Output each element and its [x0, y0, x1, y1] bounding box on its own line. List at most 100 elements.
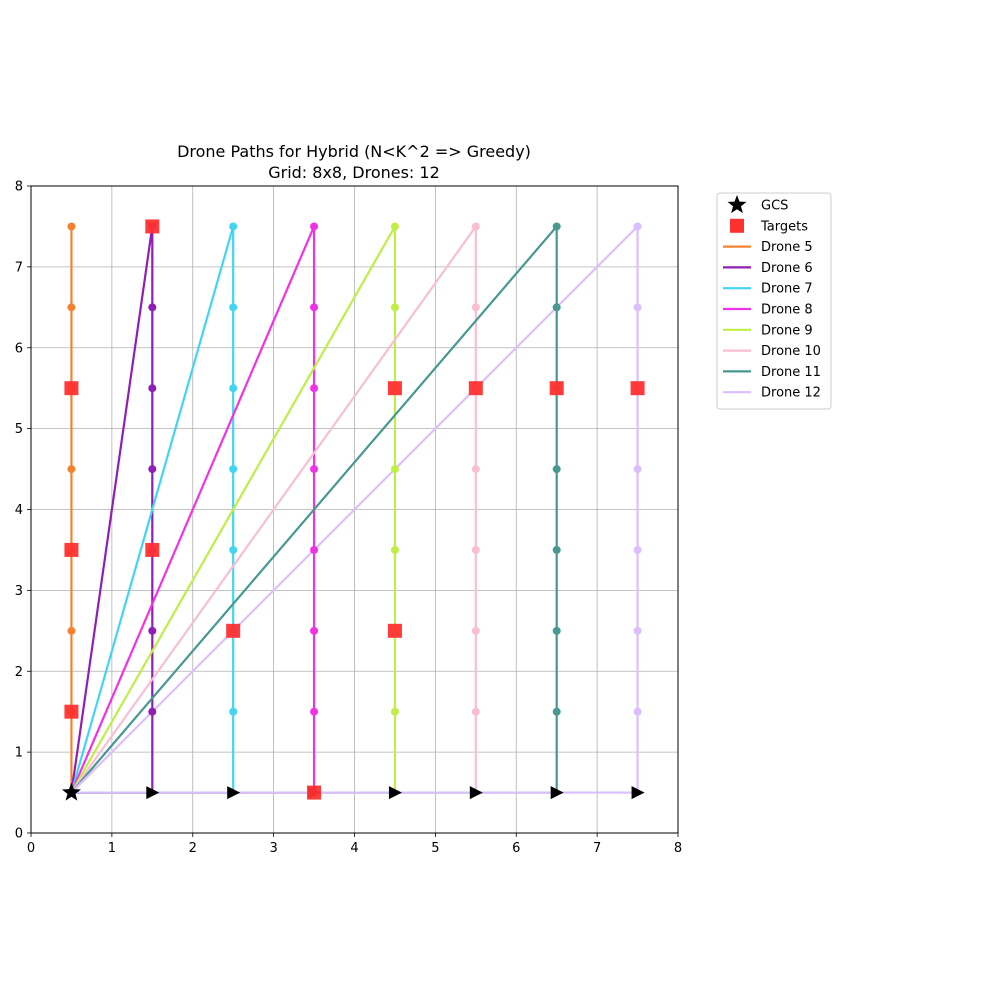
x-tick-label: 1: [108, 841, 116, 856]
legend-target-square: [730, 218, 744, 233]
path-markers: [67, 222, 645, 800]
waypoint-point: [471, 465, 480, 474]
waypoint-point: [67, 626, 76, 635]
waypoint-point: [390, 707, 399, 716]
drone-path-10: [70, 225, 477, 794]
x-tick-label: 7: [593, 841, 601, 856]
gcs-marker: [61, 782, 81, 801]
legend-label-drone-12: Drone 12: [761, 386, 821, 401]
waypoint-point: [229, 465, 238, 474]
waypoint-point: [552, 707, 561, 716]
waypoint-point: [390, 222, 399, 231]
waypoint-point: [310, 626, 319, 635]
waypoint-point: [633, 626, 642, 635]
waypoint-point: [310, 222, 319, 231]
chart-title: Drone Paths for Hybrid (N<K^2 => Greedy): [177, 142, 531, 161]
chart-subtitle: Grid: 8x8, Drones: 12: [268, 163, 440, 182]
y-tick-label: 4: [15, 503, 23, 518]
waypoint-point: [552, 545, 561, 554]
waypoint-point: [148, 465, 157, 474]
target-markers: [64, 219, 645, 800]
x-tick-label: 2: [189, 841, 197, 856]
drone-path-9: [70, 225, 397, 794]
waypoint-point: [310, 545, 319, 554]
drone-paths: [70, 225, 639, 794]
axis-ticks: 0 1 2 3 4 5 6 7 8 0 1 2 3 4 5 6 7 8: [15, 180, 682, 857]
y-tick-label: 2: [15, 665, 23, 680]
x-tick-label: 8: [674, 841, 682, 856]
legend-label-drone-11: Drone 11: [761, 365, 821, 380]
start-arrow-marker: [388, 786, 402, 800]
y-tick-label: 5: [15, 422, 23, 437]
waypoint-point: [310, 303, 319, 312]
target-point: [226, 623, 241, 638]
waypoint-point: [552, 626, 561, 635]
drone-path-12: [70, 225, 639, 794]
waypoint-point: [633, 545, 642, 554]
waypoint-point: [471, 303, 480, 312]
waypoint-point: [552, 303, 561, 312]
x-tick-label: 6: [512, 841, 520, 856]
start-arrow-marker: [146, 786, 160, 800]
waypoint-point: [229, 707, 238, 716]
waypoint-point: [310, 384, 319, 393]
waypoint-point: [310, 465, 319, 474]
legend-label-gcs: GCS: [761, 199, 788, 214]
waypoint-point: [471, 626, 480, 635]
legend-label-drone-9: Drone 9: [761, 323, 813, 338]
drone-path-11: [70, 225, 558, 794]
start-arrow-marker: [469, 786, 483, 800]
waypoint-point: [471, 545, 480, 554]
waypoint-point: [229, 303, 238, 312]
legend-label-drone-7: Drone 7: [761, 282, 813, 297]
waypoint-point: [148, 707, 157, 716]
y-tick-label: 1: [15, 746, 23, 761]
target-point: [145, 542, 160, 557]
target-point: [468, 381, 483, 396]
waypoint-point: [229, 545, 238, 554]
target-point: [630, 381, 645, 396]
target-point: [387, 381, 402, 396]
waypoint-point: [310, 707, 319, 716]
target-point: [64, 704, 79, 719]
legend: GCS Targets Drone 5 Drone 6 Drone 7 Drone 8 Dr…: [716, 192, 832, 410]
waypoint-point: [67, 222, 76, 231]
legend-label-targets: Targets: [760, 219, 808, 234]
target-point: [145, 219, 160, 234]
x-tick-label: 4: [350, 841, 358, 856]
x-tick-label: 0: [27, 841, 35, 856]
legend-label-drone-6: Drone 6: [761, 261, 813, 276]
target-point: [387, 623, 402, 638]
legend-label-drone-5: Drone 5: [761, 240, 813, 255]
waypoint-point: [390, 303, 399, 312]
waypoint-point: [67, 465, 76, 474]
legend-label-drone-8: Drone 8: [761, 303, 813, 318]
start-arrow-marker: [227, 786, 241, 800]
waypoint-point: [148, 303, 157, 312]
waypoint-point: [229, 384, 238, 393]
waypoint-point: [633, 303, 642, 312]
waypoint-point: [633, 465, 642, 474]
target-point: [64, 542, 79, 557]
waypoint-point: [552, 222, 561, 231]
waypoint-point: [148, 384, 157, 393]
x-tick-label: 5: [431, 841, 439, 856]
target-point: [307, 785, 322, 800]
waypoint-point: [552, 465, 561, 474]
target-point: [549, 381, 564, 396]
legend-gcs-star: [727, 195, 747, 214]
waypoint-point: [390, 465, 399, 474]
waypoint-point: [390, 545, 399, 554]
start-arrow-marker: [550, 786, 564, 800]
gcs-star: [61, 782, 81, 801]
y-tick-label: 6: [15, 341, 23, 356]
waypoint-point: [633, 707, 642, 716]
waypoint-point: [148, 626, 157, 635]
y-tick-label: 8: [15, 180, 23, 195]
waypoint-point: [471, 222, 480, 231]
target-point: [64, 381, 79, 396]
legend-label-drone-10: Drone 10: [761, 344, 821, 359]
y-tick-label: 0: [15, 827, 23, 842]
waypoint-point: [229, 222, 238, 231]
